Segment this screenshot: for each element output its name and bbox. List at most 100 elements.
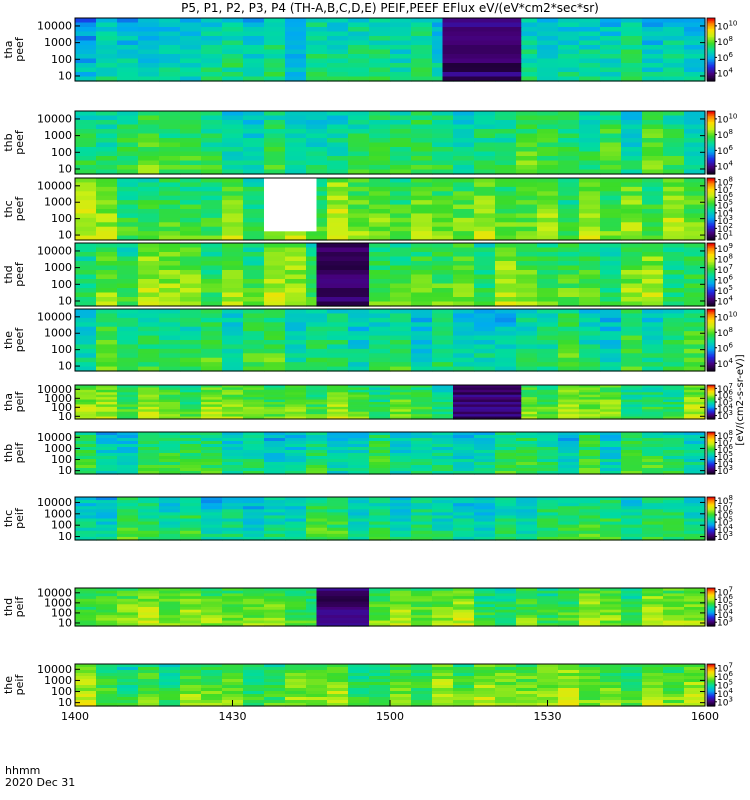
spectrogram-cell bbox=[474, 309, 496, 315]
spectrogram-cell bbox=[201, 151, 223, 157]
spectrogram-cell bbox=[621, 213, 643, 219]
spectrogram-cell bbox=[663, 362, 685, 368]
spectrogram-cell bbox=[390, 450, 412, 454]
spectrogram-cell bbox=[327, 447, 349, 451]
spectrogram-cell bbox=[327, 444, 349, 448]
colorbar-segment bbox=[707, 265, 715, 268]
colorbar-segment bbox=[707, 142, 715, 145]
spectrogram-cell bbox=[222, 147, 244, 153]
y-axis-label: peif bbox=[13, 442, 26, 464]
spectrogram-cell bbox=[222, 165, 244, 171]
spectrogram-cell bbox=[495, 247, 517, 253]
spectrogram-cell bbox=[684, 497, 706, 501]
spectrogram-cell bbox=[138, 536, 160, 541]
spectrogram-cell bbox=[243, 67, 265, 73]
spectrogram-cell bbox=[75, 617, 97, 622]
spectrogram-cell bbox=[642, 292, 664, 298]
spectrogram-cell bbox=[201, 111, 223, 117]
spectrogram-cell bbox=[285, 247, 307, 253]
spectrogram-cell bbox=[537, 615, 559, 619]
spectrogram-cell bbox=[306, 357, 328, 363]
spectrogram-cell bbox=[642, 270, 664, 276]
spectrogram-cell bbox=[180, 596, 202, 600]
spectrogram-cell bbox=[243, 512, 265, 517]
spectrogram-cell bbox=[684, 340, 706, 346]
spectrogram-cell bbox=[474, 243, 496, 249]
spectrogram-cell bbox=[516, 160, 538, 166]
spectrogram-cell bbox=[411, 63, 433, 69]
spectrogram-cell bbox=[663, 387, 685, 391]
spectrogram-cell bbox=[663, 444, 685, 448]
spectrogram-cell bbox=[453, 503, 475, 507]
spectrogram-cell bbox=[579, 204, 601, 210]
spectrogram-cell bbox=[600, 142, 622, 148]
spectrogram-cell bbox=[327, 527, 349, 532]
spectrogram-cell bbox=[117, 694, 139, 698]
colorbar-segment bbox=[707, 238, 715, 241]
colorbar-segment bbox=[707, 433, 715, 435]
spectrogram-cell bbox=[558, 500, 580, 504]
spectrogram-cell bbox=[537, 453, 559, 457]
spectrogram-cell bbox=[411, 217, 433, 223]
spectrogram-cell bbox=[159, 456, 181, 460]
colorbar-segment bbox=[707, 117, 715, 120]
spectrogram-cell bbox=[516, 399, 538, 403]
spectrogram-cell bbox=[306, 186, 328, 192]
colorbar-segment bbox=[707, 301, 715, 304]
spectrogram-cell bbox=[621, 465, 643, 469]
spectrogram-cell bbox=[621, 309, 643, 315]
spectrogram-cell bbox=[327, 22, 349, 28]
colorbar-frame bbox=[706, 177, 716, 241]
spectrogram-cell bbox=[516, 468, 538, 472]
spectrogram-cell bbox=[642, 399, 664, 403]
spectrogram-cell bbox=[390, 435, 412, 439]
spectrogram-cell bbox=[117, 366, 139, 372]
spectrogram-cell bbox=[159, 151, 181, 157]
spectrogram-cell bbox=[159, 530, 181, 535]
spectrogram-cell bbox=[495, 456, 517, 460]
spectrogram-cell bbox=[600, 362, 622, 368]
spectrogram-cell bbox=[243, 292, 265, 298]
spectrogram-cell bbox=[75, 518, 97, 523]
spectrogram-cell bbox=[558, 76, 580, 82]
spectrogram-cell bbox=[663, 309, 685, 315]
colorbar-segment bbox=[707, 530, 715, 532]
spectrogram-cell bbox=[621, 459, 643, 463]
spectrogram-cell bbox=[75, 471, 97, 475]
spectrogram-cell bbox=[117, 471, 139, 475]
spectrogram-cell bbox=[75, 667, 97, 671]
spectrogram-cell bbox=[201, 169, 223, 175]
spectrogram-cell bbox=[663, 462, 685, 466]
spectrogram-cell bbox=[327, 76, 349, 82]
spectrogram-cell bbox=[411, 392, 433, 396]
spectrogram-cell bbox=[663, 409, 685, 413]
spectrogram-cell bbox=[600, 615, 622, 619]
spectrogram-cell bbox=[96, 527, 118, 532]
spectrogram-cell bbox=[306, 231, 328, 237]
spectrogram-cell bbox=[180, 129, 202, 135]
spectrogram-cell bbox=[600, 231, 622, 237]
spectrogram-cell bbox=[75, 31, 97, 37]
spectrogram-cell bbox=[264, 76, 286, 82]
spectrogram-cell bbox=[138, 353, 160, 359]
spectrogram-cell bbox=[558, 111, 580, 117]
spectrogram-cell bbox=[663, 694, 685, 698]
spectrogram-cell bbox=[516, 609, 538, 614]
spectrogram-cell bbox=[96, 265, 118, 271]
spectrogram-cell bbox=[411, 676, 433, 680]
spectrogram-cell bbox=[537, 459, 559, 463]
spectrogram-cell bbox=[117, 447, 139, 451]
spectrogram-cell bbox=[663, 397, 685, 401]
spectrogram-cell bbox=[432, 518, 454, 523]
spectrogram-cell bbox=[432, 598, 454, 603]
spectrogram-cell bbox=[558, 409, 580, 413]
spectrogram-cell bbox=[285, 58, 307, 64]
spectrogram-cell bbox=[642, 414, 664, 418]
spectrogram-cell bbox=[537, 682, 559, 686]
colorbar-segment bbox=[707, 235, 715, 238]
spectrogram-cell bbox=[516, 392, 538, 396]
spectrogram-cell bbox=[75, 309, 97, 315]
spectrogram-cell bbox=[495, 673, 517, 677]
